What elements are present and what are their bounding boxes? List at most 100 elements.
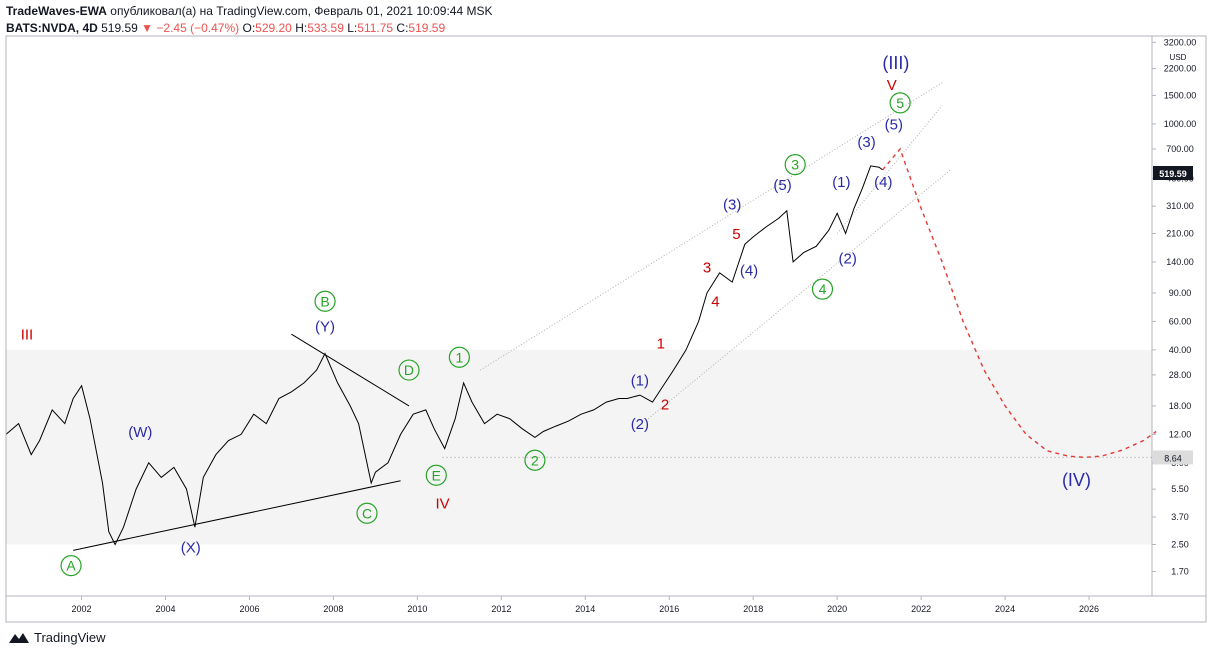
close-value: 519.59 [408,21,446,35]
y-tick-label: 310.00 [1166,201,1194,211]
plot-frame [5,35,1207,623]
y-tick-label: 12.00 [1169,429,1192,439]
wave-label-2: (2) [631,416,649,433]
wave-label-w: (W) [128,424,152,441]
wave-label-3: (3) [857,134,875,151]
wave-label-4: (4) [740,262,758,279]
tradingview-logo-icon [9,632,29,643]
high-value: 533.59 [307,21,344,35]
wave-label-y: (Y) [315,319,335,336]
wave-label-2: (2) [838,250,856,267]
wave-circle-1 [448,346,470,368]
level-label-text: 8.64 [1164,453,1182,463]
x-tick-label: 2008 [323,604,343,614]
wave-label-c: C [362,505,372,521]
channel-upper-line [480,82,943,371]
footer-brand[interactable]: TradingView [8,630,106,645]
wave-circle-d [398,359,420,381]
wave-label-b: B [320,293,329,309]
publication-info: TradeWaves-EWA опубликовал(а) на Trading… [6,4,492,18]
x-tick-label: 2002 [72,604,92,614]
footer-brand-text: TradingView [34,630,106,645]
y-tick-label: 1500.00 [1164,90,1197,100]
x-tick-label: 2020 [827,604,847,614]
wave-label-3: 3 [791,157,799,173]
x-tick-label: 2024 [995,604,1015,614]
wave-label-iii: (III) [882,53,909,73]
x-axis[interactable]: 2002 2004 2006 2008 2010 2012 2014 2016 2018 2020… [72,596,1100,614]
y-axis[interactable]: 3200.002200.001500.001000.00700.00460.00… [1152,37,1197,577]
low-value: 511.75 [357,21,394,35]
wave-label-d: D [404,362,414,378]
y-tick-label: 2200.00 [1164,64,1197,74]
y-tick-label: 18.00 [1169,401,1192,411]
wave-label-iv: (IV) [1062,470,1091,490]
wave-label-1: 1 [657,336,665,353]
author-name[interactable]: TradeWaves-EWA [6,4,107,18]
wave-label-2: 2 [531,452,539,468]
triangle-lower-line [73,480,401,551]
wave-label-e: E [432,467,441,483]
y-tick-label: 60.00 [1169,316,1192,326]
triangle-upper-line [291,333,410,407]
x-tick-label: 2026 [1079,604,1099,614]
y-tick-label: 28.00 [1169,370,1192,380]
price-label-text: 519.59 [1159,169,1187,179]
wave-label-5: (5) [773,177,791,194]
wave-label-2: 2 [661,396,669,413]
wave-label-3: (3) [723,196,741,213]
price-change: −2.45 (−0.47%) [156,21,240,35]
y-tick-label: 40.00 [1169,345,1192,355]
wave-label-5: (5) [885,116,903,133]
price-series-line [5,165,883,546]
wave-label-4: (4) [874,174,892,191]
wave-label-5: 5 [732,226,740,243]
grid-band [6,349,1152,545]
y-axis-unit: USD [1170,53,1187,62]
wave-label-5: 5 [896,95,904,111]
x-tick-label: 2016 [659,604,679,614]
published-text: опубликовал(а) на TradingView.com, Февра… [110,4,493,18]
wave-label-x: (X) [181,540,201,557]
down-arrow-icon: ▼ [141,21,154,35]
open-value: 529.20 [255,21,292,35]
y-tick-label: 210.00 [1166,228,1194,238]
y-tick-label: 5.50 [1171,484,1189,494]
y-tick-label: 3200.00 [1164,37,1197,47]
channel-mid-line [836,105,943,234]
x-tick-label: 2012 [491,604,511,614]
y-tick-label: 2.50 [1171,539,1189,549]
symbol-legend: BATS:NVDA, 4D 519.59 ▼ −2.45 (−0.47%) O:… [6,21,445,35]
channel-lower-line [647,169,951,420]
wave-label-a: A [66,558,76,574]
y-tick-label: 90.00 [1169,288,1192,298]
wave-circle-2 [524,449,546,471]
y-tick-label: 1.70 [1171,567,1189,577]
x-tick-label: 2004 [156,604,176,614]
wave-circle-c [356,502,378,524]
last-price: 519.59 [101,21,138,35]
x-tick-label: 2014 [575,604,595,614]
wave-circle-4 [811,278,834,300]
wave-label-1: 1 [455,349,463,365]
wave-label-iii: III [21,327,34,344]
y-tick-label: 1000.00 [1164,119,1197,129]
wave-label-v: V [887,77,897,94]
wave-label-3: 3 [703,260,711,277]
level-label-tag: 8.64 [1153,450,1193,465]
open-label: O: [242,21,256,35]
wave-circle-a [60,555,82,577]
wave-circle-e [425,464,447,486]
trendlines [73,82,951,551]
high-label: H: [295,21,308,35]
close-label: C: [396,21,409,35]
wave-label-4: 4 [711,294,719,311]
wave-label-4: 4 [819,281,827,297]
symbol-name[interactable]: BATS:NVDA, 4D [6,21,98,35]
low-label: L: [347,21,358,35]
x-tick-label: 2022 [911,604,931,614]
wave-circle-5 [889,92,911,114]
x-tick-label: 2010 [407,604,427,614]
